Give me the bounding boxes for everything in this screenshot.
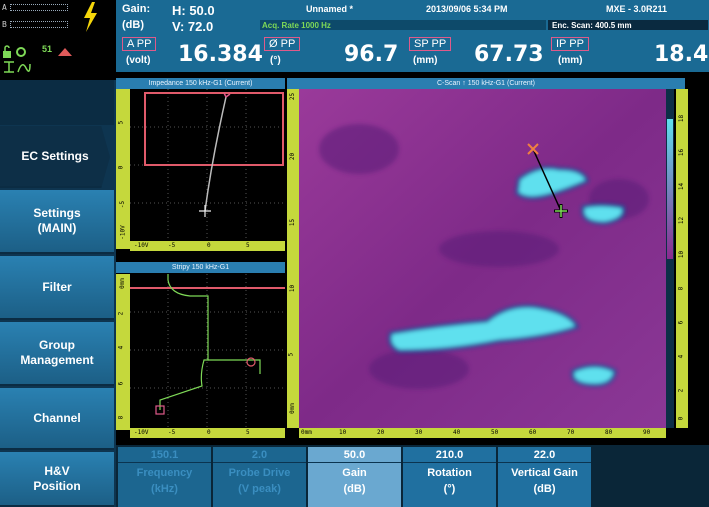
sidebar-item-channel[interactable]: Channel [0,388,114,450]
lock-gear-icon [3,45,26,58]
channel-a-label: A [2,3,7,12]
reading-unit-phase: (°) [270,55,281,66]
strip-v-ruler: 0mm 2 4 6 8 [116,274,130,430]
measure-line [532,148,562,212]
sidebar-item-hv-position[interactable]: H&V Position [0,452,114,507]
defect-indications [388,166,626,387]
gain-h-value[interactable]: H: 50.0 [172,3,215,18]
param-rotation[interactable]: 210.0 Rotation (°) [403,447,496,507]
reading-value-sp: 67.73 [474,42,544,67]
reading-label-sp: SP PP [409,37,452,51]
power-bolt-icon [84,2,97,32]
sidebar-item-settings-main[interactable]: Settings (MAIN) [0,190,114,254]
measure-start-icon [527,143,539,155]
param-gain[interactable]: 50.0 Gain (dB) [308,447,401,507]
impedance-h-ruler: -10V -5 0 5 [130,241,285,251]
impedance-cursor-icon [199,205,211,217]
impedance-title: Impedance 150 kHz-G1 (Current) [116,78,285,89]
cscan-bottom-ruler: 0mm 10 20 30 40 50 60 70 80 90 [299,428,666,438]
sidebar-item-group-management[interactable]: Group Management [0,322,114,386]
cscan-left-ruler: 25 20 15 10 5 0mm [287,89,299,428]
channel-b-bar [10,21,68,28]
reading-value-app: 16.384 [178,42,263,67]
sidebar-item-filter[interactable]: Filter [0,256,114,320]
reading-value-ip: 18.4 [654,42,709,67]
file-name: Unnamed * [306,4,354,14]
channel-a-bar [10,4,68,11]
reading-unit-sp: (mm) [413,55,438,66]
sidebar: EC Settings Settings (MAIN) Filter Group… [0,80,116,507]
reading-label-ip: IP PP [551,37,589,51]
reading-unit-app: (volt) [126,55,151,66]
strip-trace [159,274,209,410]
channel-count: 51 [42,44,53,54]
gain-unit: (dB) [122,19,144,31]
impedance-plane[interactable] [130,89,285,241]
strip-title: Stripy 150 kHz-G1 [116,262,285,273]
impedance-trace [204,96,227,212]
param-vertical-gain[interactable]: 22.0 Vertical Gain (dB) [498,447,591,507]
cscan-title: C-Scan ↑ 150 kHz-G1 (Current) [287,78,685,89]
reading-label-phase: Ø PP [264,37,301,51]
header-bar: Gain: (dB) H: 50.0 V: 72.0 Unnamed * 201… [116,0,709,72]
gain-v-value[interactable]: V: 72.0 [172,19,214,34]
strip-chart[interactable] [130,274,285,428]
reading-unit-ip: (mm) [558,55,583,66]
gain-label: Gain: [122,3,151,15]
impedance-v-ruler: 5 0 -5 -10V [116,89,130,249]
cscan-colorbar [666,89,674,428]
cscan-right-ruler: 18 16 14 12 10 8 6 4 2 0 [676,89,688,428]
parameter-bar: 150.1 Frequency (kHz) 2.0 Probe Drive (V… [116,445,709,507]
status-panel: A B 51 [0,0,116,80]
sidebar-item-ec-settings[interactable]: EC Settings [0,126,110,188]
param-probe-drive[interactable]: 2.0 Probe Drive (V peak) [213,447,306,507]
strip-h-ruler: -10V -5 0 5 [130,428,285,438]
acq-rate: Acq. Rate 1000 Hz [262,21,331,30]
reading-value-phase: 96.7 [344,42,399,67]
sidebar-spacer [0,80,114,125]
param-frequency[interactable]: 150.1 Frequency (kHz) [118,447,211,507]
date-time: 2013/09/06 5:34 PM [426,4,508,14]
signal-icon [58,48,72,56]
probe-icon [4,61,31,73]
cscan-image[interactable] [299,89,666,428]
strip-marker-icon [246,357,256,367]
reading-label-app: A PP [122,37,157,51]
device-version: MXE - 3.0R211 [606,4,668,14]
channel-b-label: B [2,20,7,29]
strip-cursor-icon [155,405,165,415]
encoder-scan: Enc. Scan: 400.5 mm [552,21,632,30]
